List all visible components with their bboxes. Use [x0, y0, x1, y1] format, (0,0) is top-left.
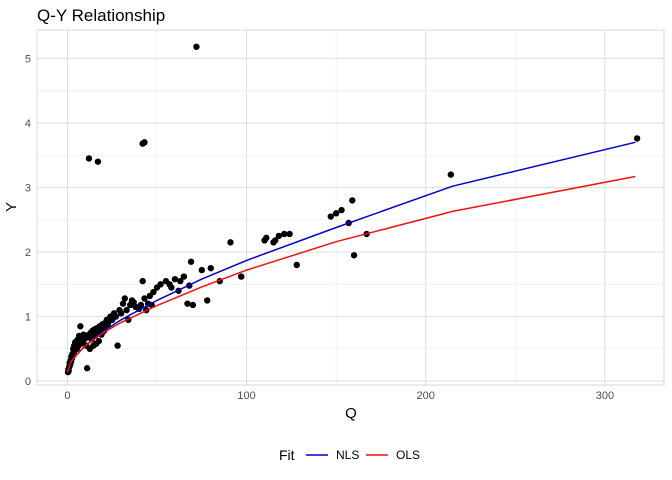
data-point [77, 323, 84, 330]
data-point [350, 252, 358, 259]
data-point [338, 206, 345, 214]
y-tick-label: 2 [25, 247, 31, 259]
data-point [275, 232, 283, 240]
y-axis-title: Y [3, 202, 20, 212]
data-point [83, 365, 91, 372]
data-point [119, 300, 127, 307]
data-point [281, 230, 288, 238]
data-point [327, 213, 334, 220]
data-point [189, 301, 197, 309]
x-axis-title: Q [345, 405, 357, 422]
y-tick-label: 5 [25, 53, 31, 65]
data-point [123, 306, 130, 314]
x-tick-label: 300 [596, 390, 614, 402]
data-point [171, 275, 179, 283]
plot-panel-border [36, 29, 665, 386]
data-point [121, 295, 128, 302]
data-point [117, 310, 125, 317]
scatter-points [64, 43, 641, 376]
grid-minor [37, 30, 664, 385]
data-point [187, 258, 195, 265]
data-point [207, 264, 214, 272]
data-point [332, 210, 340, 217]
data-point [349, 197, 356, 204]
grid-major [37, 30, 664, 385]
y-tick-label: 3 [25, 182, 31, 194]
legend-title: Fit [279, 447, 295, 463]
data-point [293, 261, 300, 269]
x-tick-label: 100 [237, 390, 255, 402]
chart-title: Q-Y Relationship [37, 6, 165, 25]
data-point [238, 273, 245, 280]
data-point [157, 281, 164, 288]
data-point [150, 288, 157, 296]
data-point [184, 300, 191, 307]
y-tick-label: 1 [25, 312, 31, 324]
data-point [263, 234, 270, 242]
data-point [198, 266, 206, 274]
legend-label-nls: NLS [336, 448, 359, 462]
x-tick-label: 0 [64, 390, 70, 402]
series-line-ols [66, 175, 636, 373]
data-point [139, 277, 146, 285]
data-point [447, 171, 455, 178]
y-axis-ticks: 0 1 2 3 4 5 [25, 53, 31, 388]
data-point [286, 230, 293, 238]
data-point [112, 313, 120, 320]
data-point [177, 277, 184, 285]
data-point [95, 337, 103, 345]
data-point [633, 135, 641, 142]
data-point [85, 155, 93, 162]
y-tick-label: 0 [25, 376, 31, 388]
data-point [203, 297, 211, 304]
y-tick-label: 4 [25, 118, 31, 130]
data-point [180, 273, 188, 280]
x-axis-ticks: 0 100 200 300 [64, 390, 614, 402]
data-point [227, 239, 234, 246]
data-point [272, 237, 279, 244]
data-point [141, 295, 148, 302]
data-point [193, 43, 200, 50]
data-point [168, 284, 175, 291]
fit-lines [66, 141, 636, 373]
data-point [141, 139, 148, 146]
data-point [114, 342, 121, 349]
data-point [94, 158, 102, 165]
data-point [137, 301, 145, 309]
legend: Fit NLS OLS [279, 447, 420, 463]
legend-label-ols: OLS [396, 448, 420, 462]
x-tick-label: 200 [417, 390, 435, 402]
